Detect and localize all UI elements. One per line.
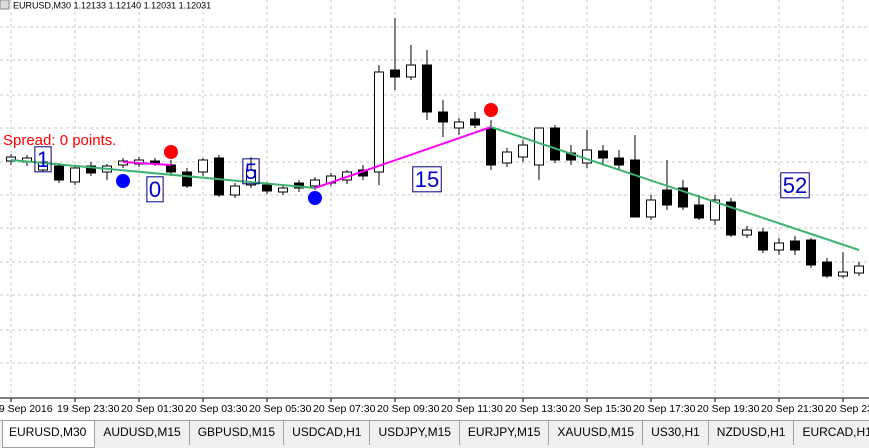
candle-body	[646, 199, 656, 218]
candle-body	[406, 64, 416, 78]
box-frame	[412, 166, 442, 193]
candle-body	[662, 189, 672, 206]
candle-body	[614, 157, 624, 166]
candle-body	[550, 127, 560, 161]
symbol-icon	[0, 0, 10, 10]
chart-tab[interactable]: EURCAD,H1	[794, 421, 869, 445]
x-tick-label: 19 Sep 23:30	[57, 403, 120, 415]
x-tick-label: 20 Sep 19:30	[697, 403, 760, 415]
candle-body	[214, 157, 224, 196]
candle-body	[806, 239, 816, 266]
candle-body	[598, 150, 608, 159]
indicator-line	[122, 161, 172, 166]
candle-body	[502, 151, 512, 164]
plot-area	[0, 0, 869, 398]
box-label: 1	[37, 147, 49, 172]
candle-body	[486, 127, 496, 166]
horizontal-grid	[0, 26, 869, 364]
candle-body	[678, 187, 688, 208]
chart-tab[interactable]: EURJPY,M15	[460, 421, 550, 445]
candle-body	[694, 204, 704, 219]
spread-text: Spread: 0 points.	[3, 132, 116, 149]
candle-body	[278, 187, 288, 193]
candle-body	[166, 164, 176, 173]
chart-tab[interactable]: USDCAD,H1	[284, 421, 371, 445]
signal-dot	[116, 174, 130, 188]
x-tick-label: 20 Sep 17:30	[633, 403, 696, 415]
candle-body	[822, 261, 832, 277]
candle-body	[854, 265, 864, 274]
candle-body	[150, 160, 160, 164]
candle-body	[438, 111, 448, 123]
box-label: 0	[149, 177, 161, 202]
candle-body	[470, 118, 480, 126]
chart-tab[interactable]: AUDUSD,M15	[95, 421, 190, 445]
candle-body	[630, 159, 640, 218]
candle-body	[758, 231, 768, 251]
x-tick-label: 20 Sep 21:30	[761, 403, 824, 415]
candle-body	[54, 165, 64, 181]
candle-body	[838, 271, 848, 277]
indicator-line	[10, 159, 316, 189]
chart-tab[interactable]: US30,H1	[643, 421, 709, 445]
box-frame	[34, 146, 52, 173]
candle-body	[710, 199, 720, 221]
candle-body	[262, 184, 272, 192]
box-label: 15	[415, 167, 439, 192]
x-tick-label: 20 Sep 13:30	[505, 403, 568, 415]
indicator-line	[490, 126, 860, 251]
candle-body	[70, 167, 80, 183]
candle-body	[422, 64, 432, 113]
candle-body	[310, 179, 320, 187]
x-tick-label: 20 Sep 09:30	[377, 403, 440, 415]
chart-tab[interactable]: EURUSD,M30	[2, 421, 96, 448]
candle-body	[742, 229, 752, 236]
box-label: 5	[245, 159, 257, 184]
candle-body	[390, 69, 400, 78]
candle-body	[582, 149, 592, 164]
candle-body	[198, 159, 208, 173]
x-tick-label: 20 Sep 15:30	[569, 403, 632, 415]
candle-body	[774, 242, 784, 251]
candle-body	[374, 71, 384, 173]
indicator-line	[314, 126, 492, 189]
x-tick-label: 20 Sep 03:30	[185, 403, 248, 415]
candle-body	[230, 185, 240, 196]
chart-tab[interactable]: NZDUSD,H1	[709, 421, 795, 445]
box-label: 52	[783, 173, 807, 198]
x-tick-label: 20 Sep 05:30	[249, 403, 312, 415]
chart-tab[interactable]: USDJPY,M15	[370, 421, 460, 445]
signal-dot	[484, 103, 498, 117]
candle-body	[246, 169, 256, 186]
chart-tab[interactable]: GBPUSD,M15	[190, 421, 285, 445]
signal-dot	[164, 145, 178, 159]
candle-body	[182, 171, 192, 187]
x-tick-label: 19 Sep 2016	[0, 403, 53, 415]
box-frame	[146, 176, 164, 203]
x-tick-label: 20 Sep 11:30	[441, 403, 503, 415]
candle-body	[726, 201, 736, 236]
tab-bar: EURUSD,M30 AUDUSD,M15 GBPUSD,M15 USDCAD,H1 U…	[0, 420, 869, 448]
candle-body	[454, 121, 464, 129]
chart-tab[interactable]: XAUUSD,M15	[549, 421, 644, 445]
candle-body	[518, 144, 528, 158]
box-frame	[780, 172, 810, 199]
x-tick-label: 20 Sep 01:30	[121, 403, 184, 415]
candle-body	[790, 240, 800, 251]
candle-body	[534, 127, 544, 166]
box-frame	[242, 158, 260, 185]
x-tick-label: 20 Sep 23:30	[825, 403, 869, 415]
x-tick-label: 20 Sep 07:30	[313, 403, 376, 415]
signal-dot	[308, 191, 322, 205]
chart-header: EURUSD,M30 1.12133 1.12140 1.12031 1.120…	[13, 0, 211, 10]
candle-body	[86, 165, 96, 174]
